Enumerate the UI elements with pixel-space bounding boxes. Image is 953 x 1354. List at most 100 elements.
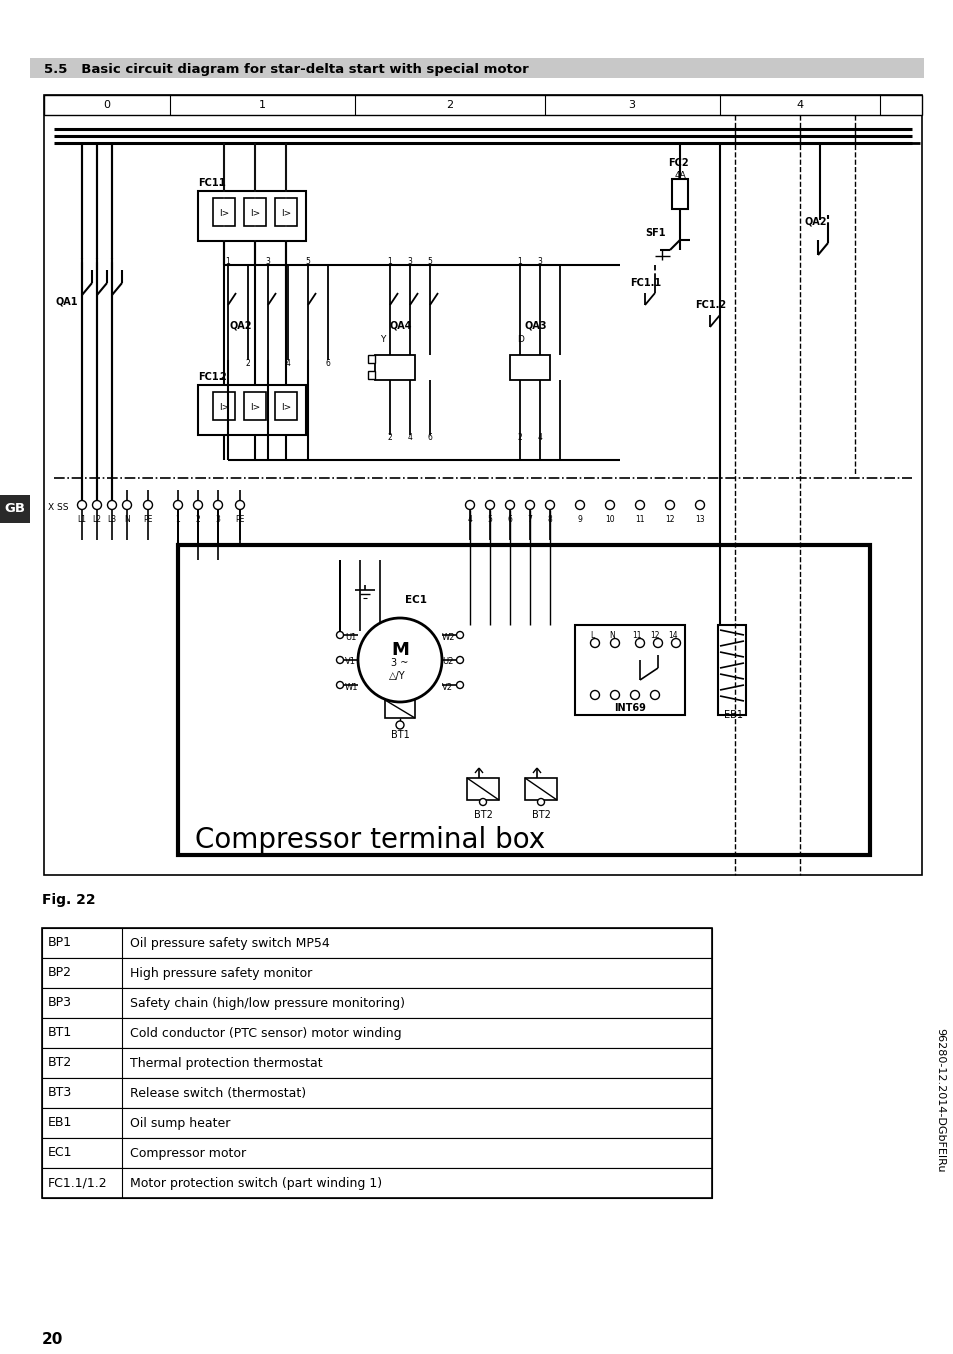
Text: 4: 4 (407, 433, 412, 443)
Circle shape (590, 639, 598, 647)
Text: N: N (124, 515, 130, 524)
Text: 11: 11 (635, 515, 644, 524)
Circle shape (653, 639, 661, 647)
Bar (42, 1108, 711, 1137)
Bar (42, 1018, 711, 1048)
Text: 3: 3 (215, 515, 220, 524)
Text: 5: 5 (487, 515, 492, 524)
Text: 1: 1 (175, 515, 180, 524)
Text: I>: I> (250, 210, 260, 218)
Circle shape (465, 501, 474, 509)
Text: PE: PE (143, 515, 152, 524)
Text: △/Y: △/Y (388, 672, 405, 681)
Text: X SS: X SS (48, 504, 69, 513)
Text: 12: 12 (650, 631, 659, 639)
Bar (213, 198, 234, 226)
Text: QA2: QA2 (804, 217, 826, 227)
Circle shape (456, 681, 463, 688)
Bar (368, 355, 375, 363)
Text: QA1: QA1 (56, 297, 78, 307)
Bar (213, 393, 234, 420)
Circle shape (665, 501, 674, 509)
Text: V2: V2 (441, 682, 453, 692)
Text: QA3: QA3 (524, 320, 547, 330)
Circle shape (456, 631, 463, 639)
Text: BT2: BT2 (473, 810, 492, 821)
Text: 12: 12 (664, 515, 674, 524)
Bar (244, 393, 266, 420)
Bar (30, 58, 923, 79)
Text: V1: V1 (345, 658, 355, 666)
Circle shape (92, 501, 101, 509)
Text: L: L (589, 631, 594, 639)
Text: M: M (391, 640, 409, 659)
Circle shape (336, 657, 343, 663)
Circle shape (479, 799, 486, 806)
Text: Cold conductor (PTC sensor) motor winding: Cold conductor (PTC sensor) motor windin… (130, 1026, 401, 1040)
Bar (575, 626, 684, 715)
Text: U1: U1 (345, 632, 356, 642)
Text: BP2: BP2 (48, 967, 71, 979)
Text: I>: I> (218, 403, 229, 413)
Text: I>: I> (250, 403, 260, 413)
Text: Fig. 22: Fig. 22 (42, 894, 95, 907)
Text: 0: 0 (103, 100, 111, 110)
Text: 13: 13 (695, 515, 704, 524)
Bar (42, 959, 711, 988)
Circle shape (610, 691, 618, 700)
Text: EC1: EC1 (405, 594, 427, 605)
Text: 10: 10 (604, 515, 614, 524)
Text: BT2: BT2 (48, 1056, 72, 1070)
Text: 4: 4 (467, 515, 472, 524)
Bar (244, 198, 266, 226)
Text: 5.5   Basic circuit diagram for star-delta start with special motor: 5.5 Basic circuit diagram for star-delta… (44, 62, 528, 76)
Bar (274, 198, 296, 226)
Text: 6: 6 (427, 433, 432, 443)
Circle shape (173, 501, 182, 509)
Text: 1: 1 (219, 177, 226, 188)
Text: GB: GB (5, 502, 26, 516)
Text: Safety chain (high/low pressure monitoring): Safety chain (high/low pressure monitori… (130, 997, 405, 1010)
Text: L2: L2 (92, 515, 101, 524)
Bar (524, 779, 557, 800)
Text: BT3: BT3 (48, 1086, 72, 1099)
Bar (385, 700, 415, 718)
Bar (510, 355, 550, 380)
Text: D: D (517, 336, 523, 344)
Text: 11: 11 (632, 631, 641, 639)
Bar (42, 1048, 711, 1078)
Text: L1: L1 (77, 515, 87, 524)
Text: 1: 1 (226, 257, 230, 267)
Bar (42, 1169, 711, 1198)
Circle shape (537, 799, 544, 806)
Text: 6: 6 (325, 359, 330, 367)
Bar (42, 927, 711, 1198)
Bar (44, 95, 921, 875)
Text: 96280-12.2014-DGbFEIRu: 96280-12.2014-DGbFEIRu (934, 1028, 944, 1173)
Text: W2: W2 (441, 632, 455, 642)
Text: BT1: BT1 (48, 1026, 72, 1040)
Text: 3: 3 (265, 257, 270, 267)
Text: 2: 2 (446, 100, 453, 110)
Text: Release switch (thermostat): Release switch (thermostat) (130, 1086, 306, 1099)
Text: Motor protection switch (part winding 1): Motor protection switch (part winding 1) (130, 1177, 382, 1190)
Bar (178, 546, 869, 854)
Text: Compressor terminal box: Compressor terminal box (194, 826, 544, 854)
Bar (375, 355, 415, 380)
Circle shape (122, 501, 132, 509)
Text: 4: 4 (796, 100, 802, 110)
Circle shape (505, 501, 514, 509)
Circle shape (395, 720, 403, 728)
Circle shape (635, 501, 644, 509)
Text: Oil sump heater: Oil sump heater (130, 1117, 230, 1129)
Bar (274, 393, 296, 420)
Text: 4: 4 (285, 359, 290, 367)
Text: 1: 1 (387, 257, 392, 267)
Bar (671, 179, 687, 209)
Text: 2: 2 (245, 359, 250, 367)
Text: 3: 3 (537, 257, 542, 267)
Circle shape (545, 501, 554, 509)
Circle shape (575, 501, 584, 509)
Text: 2: 2 (195, 515, 200, 524)
Circle shape (635, 639, 644, 647)
